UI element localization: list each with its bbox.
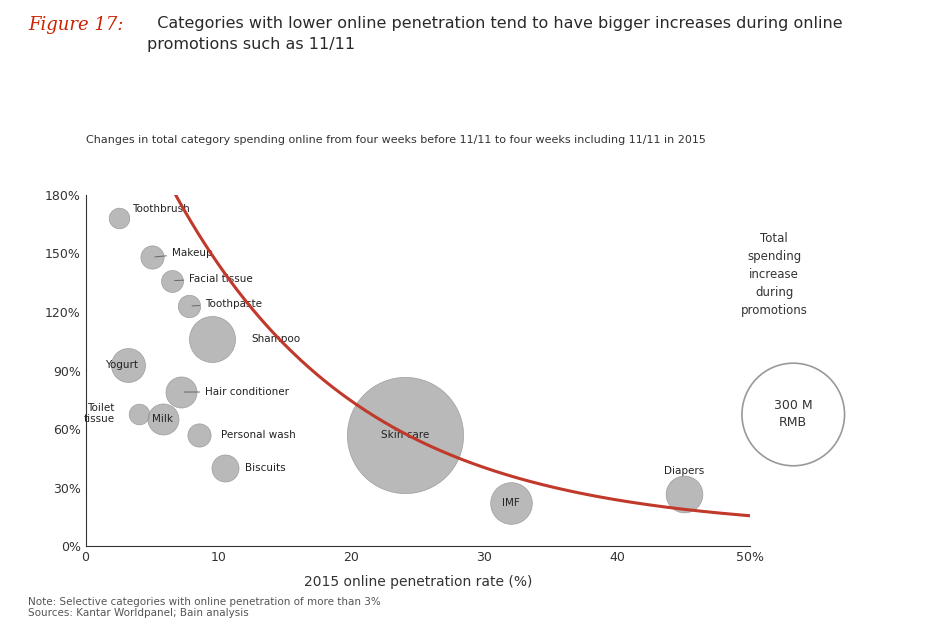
Point	[397, 430, 412, 440]
Point	[181, 301, 197, 311]
Text: Personal wash: Personal wash	[221, 430, 295, 440]
Text: Diapers: Diapers	[664, 466, 704, 476]
Point	[164, 276, 180, 286]
Text: 300 M
RMB: 300 M RMB	[774, 399, 812, 430]
Point	[174, 387, 189, 397]
Text: Note: Selective categories with online penetration of more than 3%
Sources: Kant: Note: Selective categories with online p…	[28, 597, 381, 618]
Text: Total
spending
increase
during
promotions: Total spending increase during promotion…	[741, 232, 808, 317]
Text: Changes in total category spending online from four weeks before 11/11 to four w: Changes in total category spending onlin…	[86, 135, 705, 145]
Point	[191, 430, 206, 440]
Text: Shampoo: Shampoo	[252, 334, 301, 344]
Point	[218, 463, 233, 474]
Point	[676, 489, 692, 499]
Text: Biscuits: Biscuits	[245, 463, 286, 474]
Text: Toothpaste: Toothpaste	[192, 299, 262, 309]
Point	[204, 334, 219, 344]
Text: Skin care: Skin care	[381, 430, 428, 440]
Text: Makeup: Makeup	[155, 248, 213, 258]
Text: Milk: Milk	[152, 414, 173, 425]
Text: Toilet
tissue: Toilet tissue	[84, 403, 115, 425]
Text: IMF: IMF	[503, 499, 520, 509]
Point	[131, 408, 146, 418]
Text: Categories with lower online penetration tend to have bigger increases during on: Categories with lower online penetration…	[147, 16, 843, 52]
Text: Facial tissue: Facial tissue	[175, 274, 253, 284]
Point	[504, 499, 519, 509]
Text: Yogurt: Yogurt	[105, 360, 139, 370]
Point	[144, 252, 160, 263]
Point	[111, 213, 126, 223]
Point	[155, 414, 170, 425]
X-axis label: 2015 online penetration rate (%): 2015 online penetration rate (%)	[304, 575, 532, 589]
Text: Toothbrush: Toothbrush	[132, 204, 190, 214]
Text: Hair conditioner: Hair conditioner	[184, 387, 289, 397]
Point	[121, 360, 136, 370]
Text: Figure 17:: Figure 17:	[28, 16, 124, 34]
